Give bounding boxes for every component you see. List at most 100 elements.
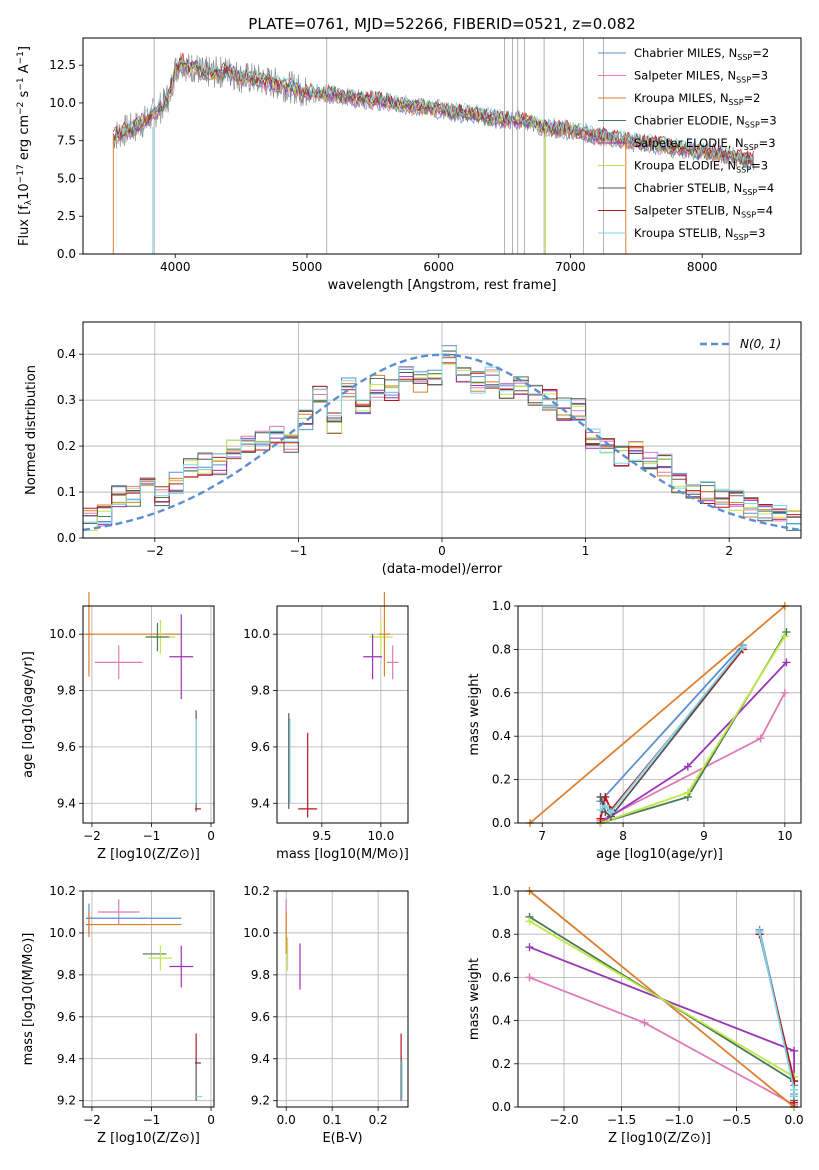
y-tick-label: 10.0 xyxy=(243,627,270,641)
x-tick-label: 0 xyxy=(207,829,215,843)
y-tick-label: 10.0 xyxy=(49,96,76,110)
y-tick-label: 10.0 xyxy=(49,627,76,641)
y-tick-label: 12.5 xyxy=(49,58,76,72)
x-tick-label: 8000 xyxy=(687,260,718,274)
plot-frame xyxy=(82,890,215,1108)
legend-label-count: =3 xyxy=(751,69,768,83)
histogram-step xyxy=(82,345,801,538)
y-tick-label: 0.2 xyxy=(492,1057,511,1071)
y-tick-label: 9.8 xyxy=(251,684,270,698)
y-axis-label-part: −1 xyxy=(16,77,26,90)
y-tick-label: 9.4 xyxy=(251,796,270,810)
x-tick-label: 4000 xyxy=(160,260,191,274)
y-tick-label: 0.1 xyxy=(57,485,76,499)
x-axis-label: mass [log10(M/M⊙)] xyxy=(276,847,409,862)
legend-label: Chabrier ELODIE, NSSP=3 xyxy=(634,114,777,130)
x-tick-label: 1 xyxy=(582,544,590,558)
legend-label-name: Salpeter ELODIE, N xyxy=(634,136,744,150)
x-tick-label: −1.0 xyxy=(664,1113,693,1127)
y-tick-label: 1.0 xyxy=(492,599,511,613)
y-tick-label: 9.8 xyxy=(251,968,270,982)
legend-label-count: =4 xyxy=(757,181,774,195)
y-tick-label: 0.8 xyxy=(492,927,511,941)
x-tick-label: 0.1 xyxy=(323,1113,342,1127)
y-tick-label: 10.2 xyxy=(243,884,270,898)
age-vs-Z-panel: −2 −1 0 9.4 9.6 9.8 10.0 Z [log10(Z/Z⊙)] age [lo… xyxy=(21,591,215,862)
y-axis-label-part: erg cm xyxy=(17,115,32,164)
plot-frame xyxy=(276,890,409,1108)
y-tick-label: 0.6 xyxy=(492,970,511,984)
x-axis-label: (data-model)/error xyxy=(382,562,503,577)
normal-curve xyxy=(82,353,802,532)
y-tick-label: 10.0 xyxy=(49,926,76,940)
x-tick-label: −2 xyxy=(83,829,101,843)
x-tick-label: 9 xyxy=(700,829,708,843)
x-tick-label: 7 xyxy=(538,829,546,843)
legend-label: Salpeter ELODIE, NSSP=3 xyxy=(634,136,776,152)
chart-panels: 4000 5000 6000 7000 80000.02.55.07.510.012.5… xyxy=(16,37,804,1146)
legend-label-sub: SSP xyxy=(744,143,759,152)
legend-label-sub: SSP xyxy=(736,166,751,175)
weight-line xyxy=(758,931,795,1097)
y-axis-label-part: −2 xyxy=(16,102,26,115)
legend-label-sub: SSP xyxy=(742,188,757,197)
legend-label: Salpeter STELIB, NSSP=4 xyxy=(634,204,773,220)
x-tick-label: 0 xyxy=(438,544,446,558)
y-tick-label: 9.8 xyxy=(57,684,76,698)
plot-frame xyxy=(82,37,802,255)
x-tick-label: 2 xyxy=(725,544,733,558)
x-tick-label: 10.0 xyxy=(367,829,394,843)
legend-label-count: =2 xyxy=(752,46,769,60)
x-tick-label: 0.0 xyxy=(785,1113,804,1127)
histogram-step xyxy=(82,354,801,538)
y-tick-label: 9.8 xyxy=(57,968,76,982)
y-tick-label: 0.4 xyxy=(57,347,76,361)
weight-line xyxy=(529,976,795,1106)
y-tick-label: 9.2 xyxy=(57,1094,76,1108)
legend-label-name: Chabrier ELODIE, N xyxy=(634,114,745,128)
x-axis-label: wavelength [Angstrom, rest frame] xyxy=(328,278,557,293)
x-tick-label: −2.0 xyxy=(549,1113,578,1127)
x-tick-label: 10 xyxy=(777,829,792,843)
y-tick-label: 9.6 xyxy=(57,740,76,754)
legend-label-sub: SSP xyxy=(745,121,760,130)
y-axis-label: age [log10(age/yr)] xyxy=(21,651,36,778)
x-tick-label: 5000 xyxy=(292,260,323,274)
x-tick-label: −1.5 xyxy=(607,1113,636,1127)
x-tick-label: −1 xyxy=(290,544,308,558)
plot-frame xyxy=(82,321,802,539)
x-tick-label: −2 xyxy=(83,1113,101,1127)
y-tick-label: 9.4 xyxy=(57,1052,76,1066)
legend-label: Kroupa MILES, NSSP=2 xyxy=(634,91,760,107)
y-tick-label: 9.2 xyxy=(251,1094,270,1108)
legend-label-name: Salpeter MILES, N xyxy=(634,69,736,83)
y-axis-label: Flux [fλ10−17 erg cm−2 s−1 A−1] xyxy=(16,46,34,246)
legend-label-sub: SSP xyxy=(729,98,744,107)
x-tick-label: 0.0 xyxy=(277,1113,296,1127)
y-axis-label-part: 10 xyxy=(17,183,32,200)
plot-frame xyxy=(517,890,802,1108)
y-tick-label: 0.8 xyxy=(492,642,511,656)
weight-line xyxy=(529,605,786,824)
x-tick-label: 0 xyxy=(207,1113,215,1127)
y-axis-label-part: Flux [f xyxy=(17,205,32,246)
y-tick-label: 9.6 xyxy=(251,1010,270,1024)
x-tick-label: −1 xyxy=(143,1113,161,1127)
y-axis-label-part: s xyxy=(17,90,32,101)
legend-label-name: Salpeter STELIB, N xyxy=(634,204,741,218)
x-tick-label: 7000 xyxy=(555,260,586,274)
plot-frame xyxy=(82,605,215,824)
x-tick-label: −0.5 xyxy=(722,1113,751,1127)
legend-label-sub: SSP xyxy=(736,76,751,85)
weight-line xyxy=(600,661,788,824)
x-tick-label: 8 xyxy=(619,829,627,843)
x-tick-label: −2 xyxy=(146,544,164,558)
legend-label-name: Kroupa STELIB, N xyxy=(634,226,734,240)
weight-line xyxy=(529,920,795,1107)
legend-label-count: =3 xyxy=(751,159,768,173)
x-axis-label: age [log10(age/yr)] xyxy=(596,847,723,862)
x-axis-label: Z [log10(Z/Z⊙)] xyxy=(97,1131,200,1146)
y-axis-label-part: A xyxy=(17,64,32,77)
x-tick-label: −1 xyxy=(143,829,161,843)
